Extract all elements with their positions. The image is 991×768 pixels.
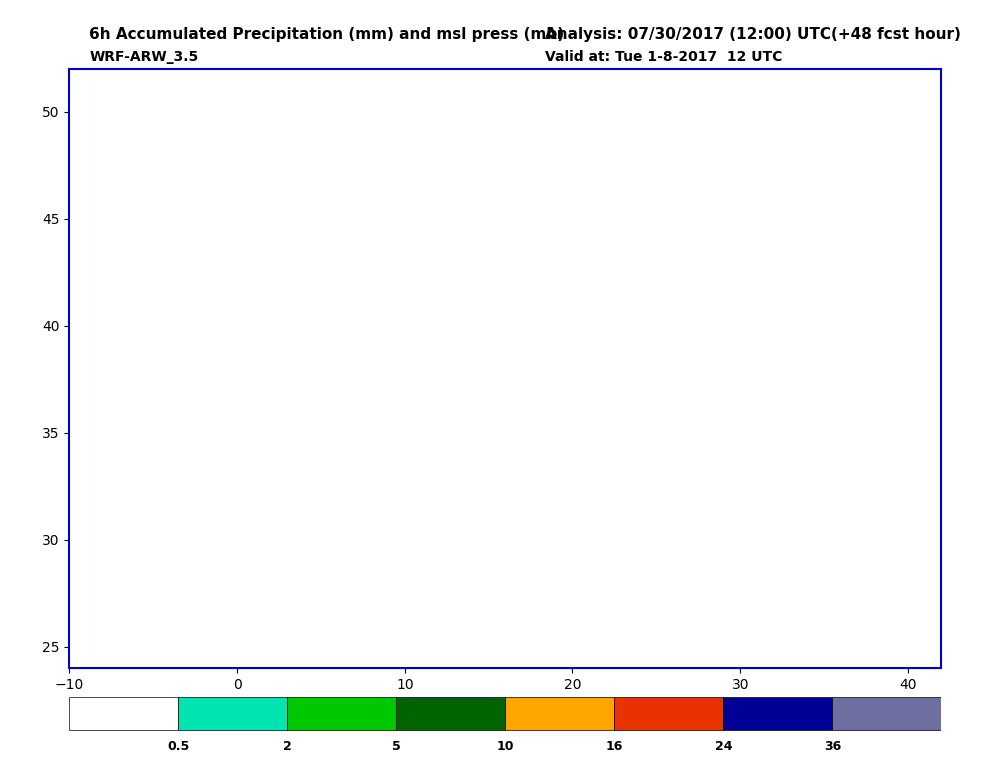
Text: 6h Accumulated Precipitation (mm) and msl press (mb): 6h Accumulated Precipitation (mm) and ms… [89, 27, 564, 42]
Text: 16: 16 [606, 740, 623, 753]
FancyBboxPatch shape [505, 697, 614, 730]
Text: 2: 2 [283, 740, 291, 753]
FancyBboxPatch shape [178, 697, 287, 730]
Text: 24: 24 [715, 740, 732, 753]
Text: Analysis: 07/30/2017 (12:00) UTC(+48 fcst hour): Analysis: 07/30/2017 (12:00) UTC(+48 fcs… [545, 27, 961, 42]
Text: 36: 36 [824, 740, 841, 753]
Text: 5: 5 [392, 740, 400, 753]
Text: WRF-ARW_3.5: WRF-ARW_3.5 [89, 50, 198, 64]
Text: 10: 10 [496, 740, 514, 753]
FancyBboxPatch shape [832, 697, 941, 730]
Text: 0.5: 0.5 [167, 740, 189, 753]
FancyBboxPatch shape [396, 697, 505, 730]
FancyBboxPatch shape [69, 697, 178, 730]
FancyBboxPatch shape [614, 697, 723, 730]
Text: Valid at: Tue 1-8-2017  12 UTC: Valid at: Tue 1-8-2017 12 UTC [545, 50, 783, 64]
FancyBboxPatch shape [287, 697, 396, 730]
FancyBboxPatch shape [723, 697, 832, 730]
